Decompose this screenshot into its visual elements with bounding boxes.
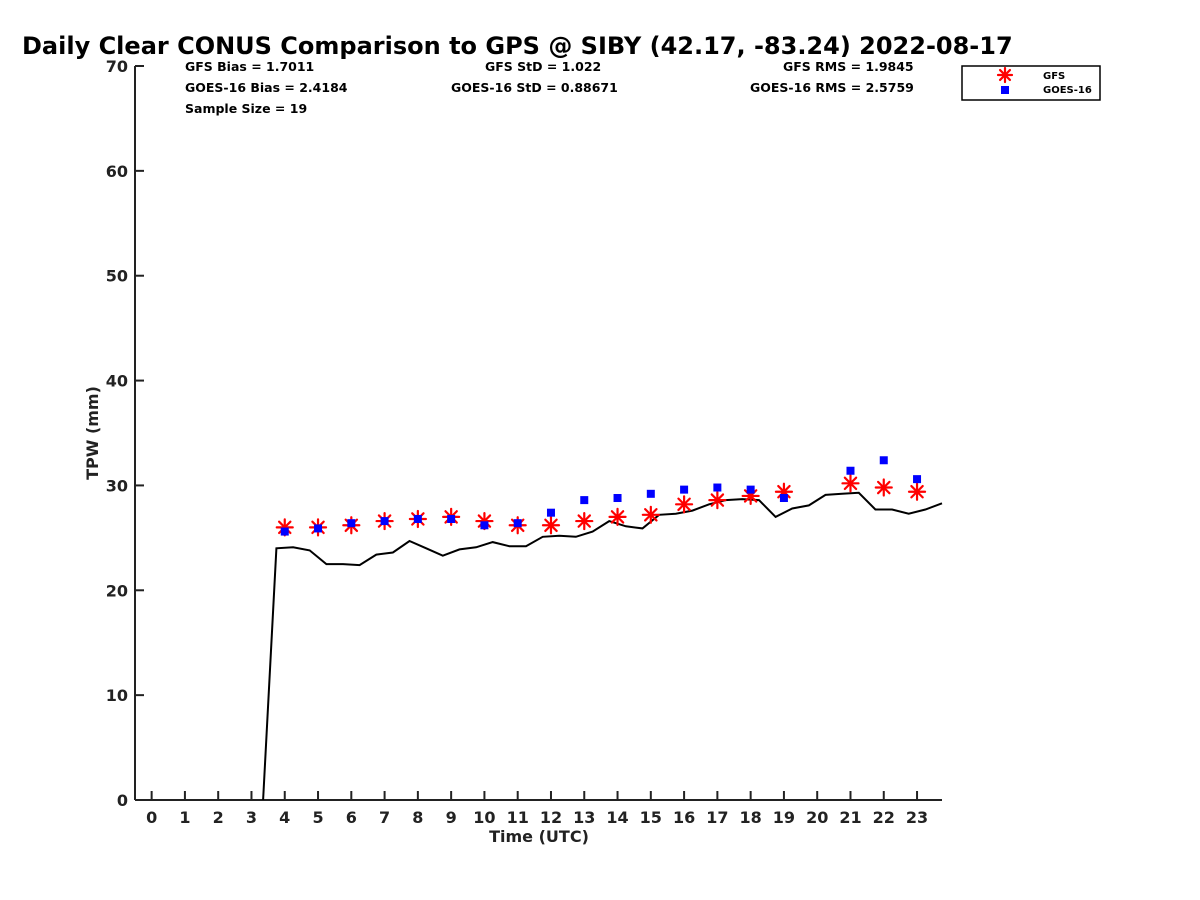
- gfs-point: [907, 482, 927, 501]
- x-tick-label: 14: [606, 808, 628, 827]
- x-tick-label: 4: [279, 808, 290, 827]
- x-tick-label: 23: [906, 808, 928, 827]
- gfs-point: [641, 505, 660, 524]
- goes16-point: [413, 514, 422, 523]
- x-tick-label: 6: [346, 808, 357, 827]
- chart-title: Daily Clear CONUS Comparison to GPS @ SI…: [22, 32, 1013, 60]
- y-tick-label: 20: [106, 581, 128, 600]
- gps-line: [262, 491, 943, 801]
- legend-box: [961, 65, 1101, 101]
- stat-goes-rms: GOES-16 RMS = 2.5759: [750, 80, 914, 95]
- legend-goes16-label: GOES-16: [1043, 85, 1092, 96]
- goes16-point: [680, 485, 689, 494]
- stat-gfs-std: GFS StD = 1.022: [485, 59, 601, 74]
- x-tick-label: 5: [312, 808, 323, 827]
- y-tick-label: 0: [117, 791, 128, 810]
- goes16-point: [580, 496, 589, 505]
- legend-gfs-asterisk: [996, 66, 1014, 84]
- stat-goes-std: GOES-16 StD = 0.88671: [451, 80, 618, 95]
- goes16-point: [347, 519, 356, 528]
- x-tick-label: 15: [640, 808, 662, 827]
- gps-series: [262, 491, 943, 801]
- goes16-point: [746, 485, 755, 494]
- x-tick-label: 21: [839, 808, 861, 827]
- goes16-point: [713, 483, 722, 492]
- stat-goes-bias: GOES-16 Bias = 2.4184: [185, 80, 348, 95]
- goes16-point: [913, 475, 922, 484]
- y-tick-label: 50: [106, 267, 128, 286]
- legend-gfs-label: GFS: [1043, 71, 1065, 82]
- goes16-point: [613, 494, 622, 503]
- y-tick-label: 10: [106, 686, 128, 705]
- goes16-series: [280, 456, 922, 536]
- goes16-point: [513, 519, 522, 528]
- legend-goes16-marker: [1001, 86, 1009, 94]
- x-tick-label: 3: [246, 808, 257, 827]
- x-tick-label: 7: [379, 808, 390, 827]
- goes16-point: [646, 489, 655, 498]
- goes16-point: [314, 524, 323, 533]
- x-tick-label: 8: [412, 808, 423, 827]
- gfs-point: [575, 511, 594, 531]
- stat-sample-size: Sample Size = 19: [185, 101, 307, 116]
- x-tick-label: 12: [540, 808, 562, 827]
- x-tick-label: 20: [806, 808, 828, 827]
- goes16-point: [779, 494, 788, 503]
- goes16-point: [879, 456, 888, 465]
- x-tick-label: 0: [146, 808, 157, 827]
- y-tick-label: 30: [106, 476, 128, 495]
- stat-gfs-rms: GFS RMS = 1.9845: [783, 59, 914, 74]
- y-tick-label: 60: [106, 162, 128, 181]
- x-tick-label: 22: [873, 808, 895, 827]
- y-tick-label: 70: [106, 57, 128, 76]
- gfs-point: [874, 478, 893, 497]
- gfs-point: [841, 474, 860, 493]
- gfs-point: [541, 516, 561, 535]
- x-tick-label: 13: [573, 808, 595, 827]
- goes16-point: [846, 466, 855, 475]
- x-tick-label: 1: [179, 808, 190, 827]
- x-tick-label: 2: [213, 808, 224, 827]
- gfs-point: [674, 495, 694, 514]
- y-axis-label: TPW (mm): [83, 386, 102, 480]
- x-tick-label: 18: [740, 808, 762, 827]
- x-tick-label: 17: [706, 808, 728, 827]
- y-tick-label: 40: [106, 372, 128, 391]
- gfs-point: [608, 507, 627, 526]
- x-tick-label: 9: [446, 808, 457, 827]
- stat-gfs-bias: GFS Bias = 1.7011: [185, 59, 314, 74]
- goes16-point: [380, 517, 389, 526]
- x-tick-label: 10: [473, 808, 495, 827]
- goes16-point: [480, 521, 489, 530]
- x-tick-label: 16: [673, 808, 695, 827]
- goes16-point: [280, 527, 289, 536]
- legend-gfs-marker: [996, 66, 1014, 84]
- gfs-point: [708, 491, 727, 510]
- legend: GFS GOES-16: [961, 65, 1101, 101]
- x-tick-label: 11: [507, 808, 529, 827]
- x-tick-label: 19: [773, 808, 795, 827]
- goes16-point: [447, 514, 456, 523]
- goes16-point: [546, 508, 555, 517]
- x-axis-label: Time (UTC): [489, 827, 589, 846]
